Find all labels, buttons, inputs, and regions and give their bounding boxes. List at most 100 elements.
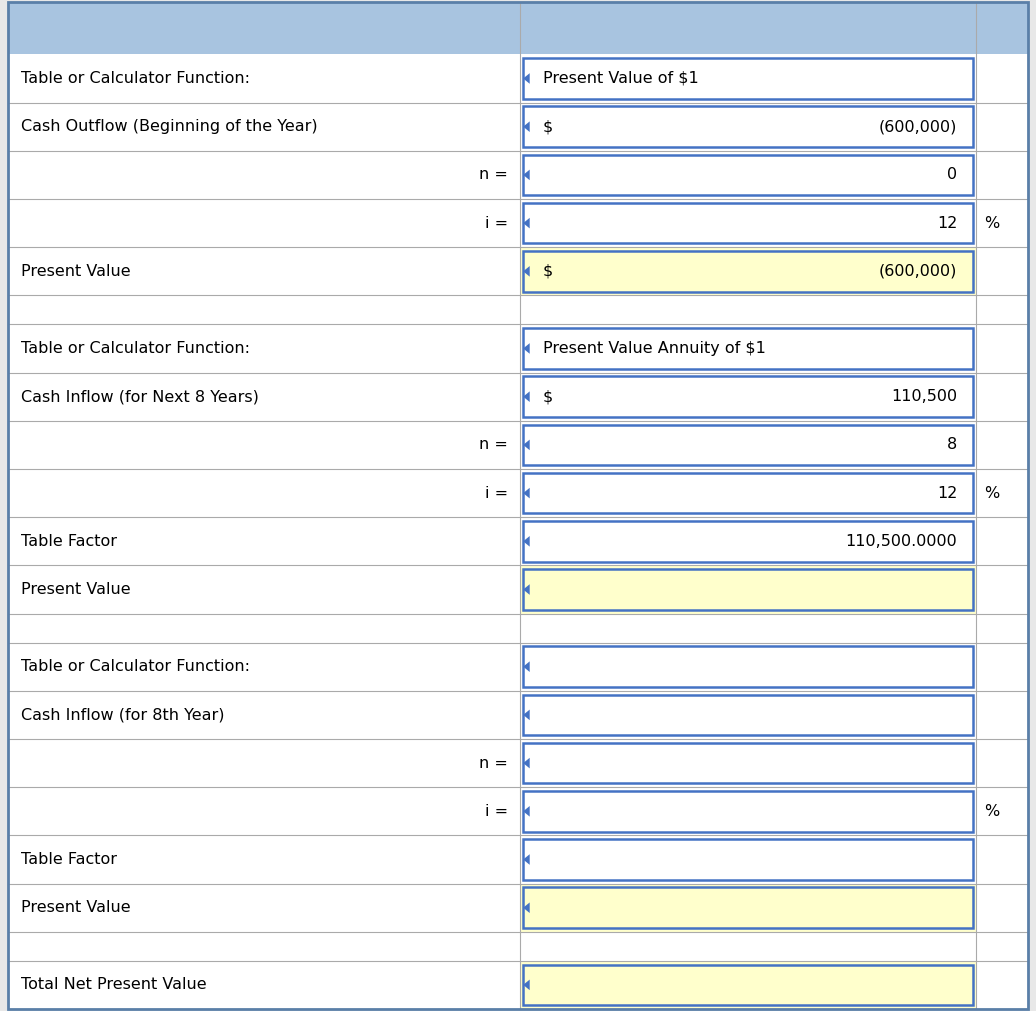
Text: i =: i = [485,804,508,819]
Text: Table or Calculator Function:: Table or Calculator Function: [21,71,250,86]
Bar [8,518,520,565]
Bar [523,743,973,784]
Bar [976,325,1028,373]
Bar [8,565,520,614]
Text: %: % [984,215,1000,231]
Bar [523,888,973,928]
Bar [8,295,520,325]
Bar [8,2,1028,55]
Text: (600,000): (600,000) [879,119,957,134]
Text: Present Value: Present Value [21,264,131,279]
Text: $: $ [543,389,553,404]
Text: Cash Outflow (Beginning of the Year): Cash Outflow (Beginning of the Year) [21,119,317,134]
Bar [976,614,1028,643]
Text: Present Value: Present Value [21,900,131,915]
Bar [976,295,1028,325]
Bar [523,791,973,832]
Bar [8,884,520,932]
Bar [976,102,1028,151]
Text: Present Value: Present Value [21,582,131,598]
Bar [976,960,1028,1009]
Bar [523,425,973,465]
Text: $: $ [543,264,553,279]
Polygon shape [523,710,529,720]
Bar [8,614,520,643]
Text: 110,500: 110,500 [891,389,957,404]
Bar [8,373,520,421]
Bar [8,421,520,469]
Polygon shape [523,343,529,354]
Polygon shape [523,854,529,864]
Text: (600,000): (600,000) [879,264,957,279]
Polygon shape [523,440,529,450]
Text: Table Factor: Table Factor [21,852,117,867]
Bar [520,421,976,469]
Polygon shape [523,806,529,817]
Bar [520,295,976,325]
Bar [976,565,1028,614]
Polygon shape [523,536,529,547]
Bar [976,691,1028,739]
Text: Present Value of $1: Present Value of $1 [543,71,698,86]
Bar [976,373,1028,421]
Bar [8,691,520,739]
Polygon shape [523,584,529,594]
Bar [976,248,1028,295]
Text: 8: 8 [947,438,957,452]
Bar [520,960,976,1009]
Bar [976,643,1028,691]
Polygon shape [523,903,529,913]
Bar [520,884,976,932]
Bar [520,788,976,835]
Text: n =: n = [479,168,508,182]
Bar [976,469,1028,518]
Polygon shape [523,488,529,498]
Bar [520,739,976,788]
Bar [8,248,520,295]
Bar [520,835,976,884]
Bar [520,643,976,691]
Polygon shape [523,661,529,672]
Text: %: % [984,804,1000,819]
Text: Total Net Present Value: Total Net Present Value [21,978,206,993]
Bar [976,151,1028,199]
Bar [520,518,976,565]
Bar [523,695,973,735]
Bar [523,569,973,610]
Bar [976,884,1028,932]
Bar [523,646,973,686]
Text: i =: i = [485,485,508,500]
Bar [523,376,973,417]
Bar [520,248,976,295]
Bar [523,59,973,99]
Bar [520,55,976,102]
Text: n =: n = [479,438,508,452]
Polygon shape [523,217,529,228]
Bar [523,473,973,514]
Bar [523,106,973,147]
Text: i =: i = [485,215,508,231]
Text: 12: 12 [937,215,957,231]
Bar [976,421,1028,469]
Text: 12: 12 [937,485,957,500]
Bar [520,151,976,199]
Bar [8,932,520,960]
Bar [8,199,520,248]
Bar [523,964,973,1005]
Bar [976,55,1028,102]
Polygon shape [523,170,529,180]
Bar [8,102,520,151]
Text: Table or Calculator Function:: Table or Calculator Function: [21,341,250,356]
Bar [523,155,973,195]
Bar [520,102,976,151]
Bar [976,932,1028,960]
Bar [523,839,973,880]
Text: $: $ [543,119,553,134]
Bar [520,932,976,960]
Bar [976,199,1028,248]
Bar [8,788,520,835]
Bar [520,565,976,614]
Bar [8,835,520,884]
Text: Table Factor: Table Factor [21,534,117,549]
Bar [520,691,976,739]
